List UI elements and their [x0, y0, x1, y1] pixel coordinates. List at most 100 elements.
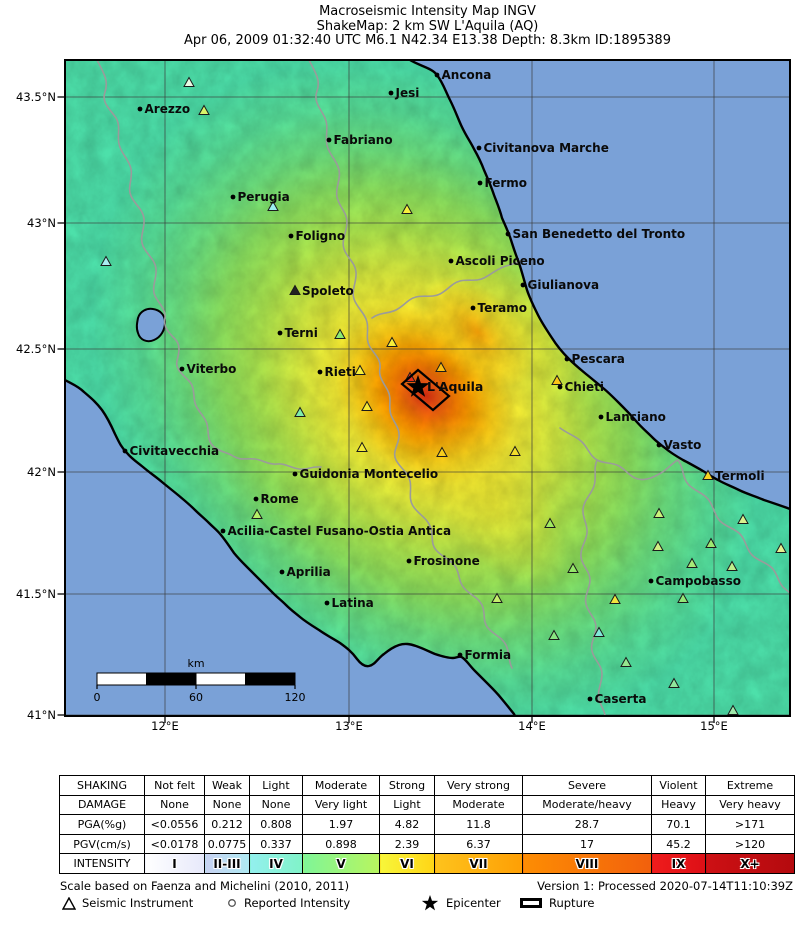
region-borders: [96, 60, 790, 716]
city-dot: [477, 180, 483, 186]
triangle-icon: [62, 896, 76, 910]
layer-cities: Ancona Jesi Arezzo Fabriano Civitanova March…: [122, 68, 765, 706]
table-cell: Light: [249, 775, 303, 796]
city-dot: [505, 231, 511, 237]
scalebar-segment: [146, 672, 197, 686]
map-frame: [64, 59, 791, 717]
table-cell: IX: [651, 853, 706, 874]
city-label: Teramo: [478, 301, 528, 315]
station-triangle-icon: [548, 629, 560, 640]
station-triangle-icon: [677, 592, 689, 603]
table-cell: 70.1: [651, 814, 706, 835]
city-dot: [253, 496, 259, 502]
rect-icon: [520, 898, 542, 908]
table-cell: <0.0178: [144, 833, 205, 855]
city-dot: [564, 356, 570, 362]
city-label: L'Aquila: [427, 379, 483, 394]
scalebar-label: 120: [285, 691, 306, 704]
lon-label: 12°E: [151, 719, 179, 733]
table-cell: 0.808: [249, 814, 303, 835]
layer-stations: [100, 76, 787, 715]
city-label: Arezzo: [145, 102, 191, 116]
table-cell: Strong: [379, 775, 435, 796]
city-dot: [279, 569, 285, 575]
station-triangle-icon: [289, 284, 301, 295]
lake-bolsena: [135, 307, 167, 343]
city-dot: [137, 106, 143, 112]
table-cell: None: [249, 794, 303, 816]
table-cell: IV: [249, 853, 303, 874]
city-label: Rieti: [325, 365, 356, 379]
lat-label: 43.5°N: [16, 90, 56, 104]
city-dot: [448, 258, 454, 264]
table-cell: None: [144, 794, 205, 816]
circle-icon: [228, 899, 236, 907]
table-cell: 0.337: [249, 833, 303, 855]
rupture-outline: [400, 368, 451, 412]
table-cell: X+: [705, 853, 795, 874]
table-cell: Light: [379, 794, 435, 816]
table-cell: Moderate: [434, 794, 523, 816]
table-row: PGV(cm/s) <0.0178 0.0775 0.337 0.898 2.39 6.37…: [59, 833, 795, 855]
lat-label: 43°N: [27, 216, 56, 230]
station-triangle-icon: [334, 328, 346, 339]
city-dot: [587, 696, 593, 702]
lat-label: 41.5°N: [16, 587, 56, 601]
table-cell: 2.39: [379, 833, 435, 855]
city-dot: [656, 442, 662, 448]
city-label: Ancona: [442, 68, 492, 82]
station-triangle-icon: [267, 200, 279, 211]
station-triangle-icon: [551, 374, 563, 385]
legend-label: Epicenter: [446, 896, 501, 910]
scale-note: Scale based on Faenza and Michelini (201…: [60, 879, 350, 893]
scalebar-label: 60: [189, 691, 203, 704]
map-content: 0 60 120 km Ancona Jesi Arezzo Fabriano Civitan…: [65, 60, 790, 716]
lon-label: 14°E: [518, 719, 546, 733]
table-cell: II-III: [204, 853, 250, 874]
city-dot: [388, 90, 394, 96]
city-label: Caserta: [595, 692, 647, 706]
station-triangle-icon: [544, 517, 556, 528]
city-label: Latina: [332, 596, 374, 610]
city-label: Fabriano: [334, 133, 393, 147]
map-title: Macroseismic Intensity Map INGV: [319, 4, 536, 19]
table-cell: Very heavy: [705, 794, 795, 816]
station-triangle-icon: [183, 76, 195, 87]
city-dot: [324, 600, 330, 606]
station-triangle-icon: [775, 542, 787, 553]
station-triangle-icon: [668, 677, 680, 688]
table-cell: PGA(%g): [59, 814, 145, 835]
legend-label: Reported Intensity: [244, 896, 351, 910]
station-triangle-icon: [702, 469, 714, 480]
city-label: Formia: [465, 648, 512, 662]
city-dot: [230, 194, 236, 200]
city-dot: [648, 578, 654, 584]
city-label: Frosinone: [414, 554, 480, 568]
station-triangle-icon: [620, 656, 632, 667]
table-row: INTENSITY I II-III IV V VI VII VIII IX X+: [59, 853, 795, 874]
intensity-table: SHAKING Not felt Weak Light Moderate Strong Ve…: [59, 775, 795, 874]
station-triangle-icon: [436, 446, 448, 457]
city-label: Civitavecchia: [130, 444, 220, 458]
lat-label: 42.5°N: [16, 342, 56, 356]
map-svg: 0 60 120 km Ancona Jesi Arezzo Fabriano Civitan…: [57, 59, 791, 723]
station-triangle-icon: [567, 562, 579, 573]
table-cell: SHAKING: [59, 775, 145, 796]
station-triangle-icon: [737, 513, 749, 524]
station-triangle-icon: [100, 255, 112, 266]
legend-label: Rupture: [549, 896, 595, 910]
table-cell: >171: [705, 814, 795, 835]
table-row: SHAKING Not felt Weak Light Moderate Strong Ve…: [59, 775, 795, 796]
city-dot: [288, 233, 294, 239]
table-cell: 4.82: [379, 814, 435, 835]
table-cell: >120: [705, 833, 795, 855]
table-cell: 0.0775: [204, 833, 250, 855]
city-dot: [406, 558, 412, 564]
station-triangle-icon: [726, 560, 738, 571]
table-row: DAMAGE None None None Very light Light Moderat…: [59, 794, 795, 816]
lat-label: 41°N: [27, 708, 56, 722]
station-triangle-icon: [294, 406, 306, 417]
city-label: Perugia: [238, 190, 290, 204]
table-cell: V: [302, 853, 380, 874]
table-cell: Very light: [302, 794, 380, 816]
